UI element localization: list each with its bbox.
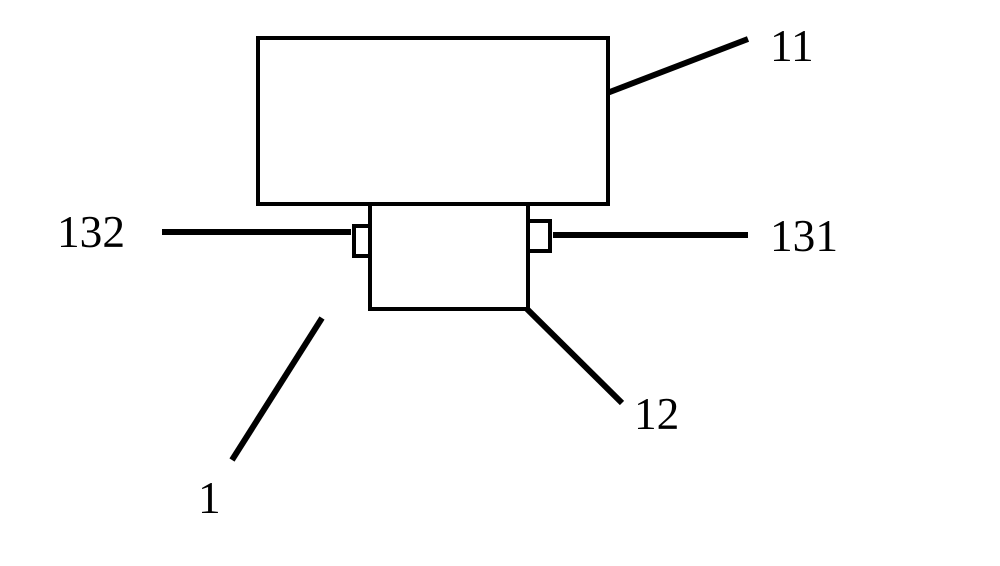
leader-1 xyxy=(232,318,322,460)
diagram-canvas xyxy=(0,0,1000,566)
block-11 xyxy=(258,38,608,204)
leader-11 xyxy=(602,39,748,95)
label-1: 1 xyxy=(198,472,221,524)
stub-132 xyxy=(354,226,370,256)
leader-12 xyxy=(527,309,622,403)
label-131: 131 xyxy=(770,210,838,262)
label-132: 132 xyxy=(57,206,125,258)
stub-131 xyxy=(528,221,550,251)
label-12: 12 xyxy=(634,388,679,440)
block-12 xyxy=(370,204,528,309)
label-11: 11 xyxy=(770,20,814,72)
